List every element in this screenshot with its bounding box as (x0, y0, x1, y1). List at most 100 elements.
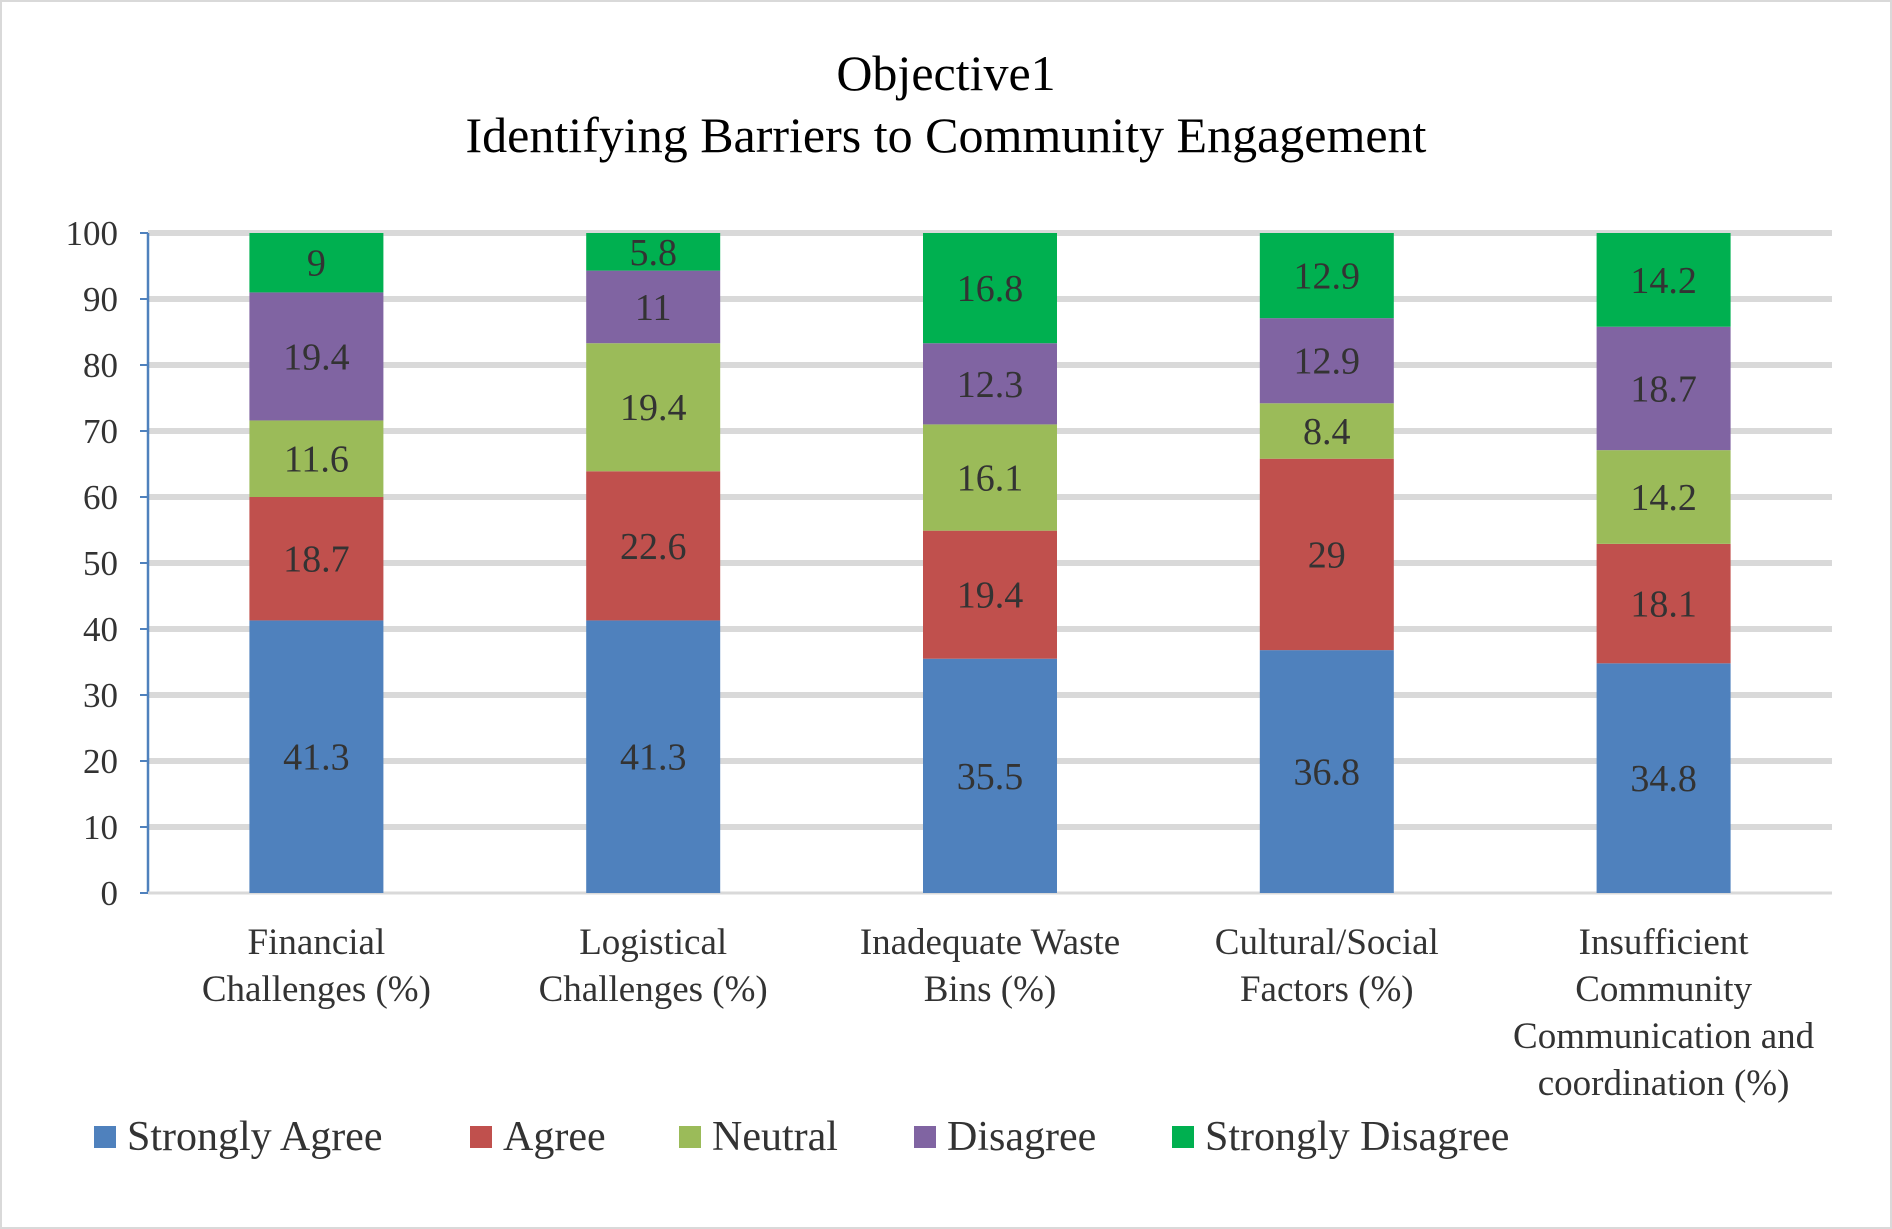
data-label: 16.1 (957, 458, 1024, 500)
x-category-label-line: Financial (248, 922, 386, 963)
x-category-label-line: Cultural/Social (1215, 922, 1439, 963)
bar-segment (923, 530, 1057, 659)
bar-segment (249, 497, 384, 621)
legend-label: Agree (503, 1114, 606, 1160)
data-label: 18.7 (1630, 368, 1697, 410)
data-label: 11.6 (284, 439, 349, 481)
bar-segment (586, 343, 721, 472)
x-category-label-line: coordination (%) (1538, 1063, 1790, 1104)
data-label: 34.8 (1630, 758, 1697, 800)
chart-subtitle: Identifying Barriers to Community Engage… (466, 107, 1427, 163)
legend-swatch (679, 1126, 701, 1148)
legend-swatch (1172, 1126, 1194, 1148)
data-label: 19.4 (957, 575, 1024, 617)
data-label: 18.1 (1630, 584, 1697, 626)
x-category-label-line: Challenges (%) (202, 969, 431, 1010)
bar-segment (923, 343, 1057, 425)
data-label: 14.2 (1630, 477, 1697, 519)
legend-label: Neutral (712, 1114, 838, 1160)
x-category-label: Cultural/Social Factors (%) (1215, 922, 1439, 1010)
bar-segment (923, 233, 1057, 344)
data-label: 12.9 (1294, 256, 1361, 298)
y-tick-label: 0 (101, 874, 119, 913)
legend-item: Strongly Disagree (1172, 1114, 1509, 1160)
data-label: 5.8 (629, 232, 677, 274)
bar-segment (1259, 318, 1394, 404)
bar-segment (1259, 458, 1394, 651)
y-tick-label: 50 (83, 544, 118, 583)
data-label: 8.4 (1303, 411, 1351, 453)
bar-segment (1596, 450, 1731, 544)
bar-segment (1596, 543, 1731, 664)
legend: Strongly Agree Agree Neutral Disagree Strong… (94, 1114, 1509, 1160)
bar-stacks: 41.3 18.7 11.6 19.4 9 41.3 22.6 19.4 11 5.8 35.5 19… (249, 232, 1731, 893)
bar-stack-0: 41.3 18.7 11.6 19.4 9 (249, 233, 384, 893)
bar-segment (249, 420, 384, 497)
y-tick-label: 10 (83, 808, 118, 847)
y-axis: 0 10 20 30 40 50 60 70 80 90 100 (66, 214, 1832, 913)
x-category-label-line: Inadequate Waste (860, 922, 1120, 963)
bar-segment (1259, 650, 1394, 893)
legend-swatch (94, 1126, 116, 1148)
bar-segment (923, 424, 1057, 531)
bar-stack-4: 34.8 18.1 14.2 18.7 14.2 (1596, 233, 1731, 893)
y-tick-label: 80 (83, 346, 118, 385)
bar-segment (1259, 233, 1394, 319)
legend-item: Agree (470, 1114, 606, 1160)
chart-title: Objective1 (836, 45, 1055, 101)
bar-segment (586, 471, 721, 621)
x-category-label: Logistical Challenges (%) (539, 922, 768, 1010)
data-label: 29 (1308, 534, 1346, 576)
legend-label: Strongly Disagree (1205, 1114, 1509, 1160)
y-tick-label: 40 (83, 610, 118, 649)
data-label: 22.6 (620, 526, 687, 568)
bar-segment (249, 233, 384, 293)
y-tick-label: 20 (83, 742, 118, 781)
x-category-label-line: Challenges (%) (539, 969, 768, 1010)
data-label: 19.4 (283, 336, 350, 378)
bar-segment (586, 233, 721, 271)
x-category-label: Financial Challenges (%) (202, 922, 431, 1010)
data-label: 36.8 (1294, 752, 1361, 794)
data-label: 19.4 (620, 387, 687, 429)
data-label: 12.9 (1294, 341, 1361, 383)
bar-segment (1596, 326, 1731, 451)
data-label: 11 (635, 287, 672, 329)
bar-segment (249, 620, 384, 893)
y-tick-label: 100 (66, 214, 119, 253)
bar-segment (1259, 403, 1394, 459)
bar-stack-3: 36.8 29 8.4 12.9 12.9 (1259, 233, 1394, 893)
x-category-label-line: Community (1575, 969, 1752, 1010)
x-category-label-line: Bins (%) (924, 969, 1057, 1010)
x-axis-labels: Financial Challenges (%) Logistical Challen… (202, 922, 1815, 1104)
data-label: 14.2 (1630, 260, 1697, 302)
legend-item: Disagree (914, 1114, 1096, 1160)
bar-segment (1596, 663, 1731, 893)
bar-segment (586, 620, 721, 893)
legend-swatch (914, 1126, 936, 1148)
legend-swatch (470, 1126, 492, 1148)
x-category-label: Insufficient Community Communication and co… (1513, 922, 1815, 1104)
x-category-label: Inadequate Waste Bins (%) (860, 922, 1120, 1010)
data-label: 9 (307, 243, 326, 285)
data-label: 16.8 (957, 268, 1024, 310)
data-label: 35.5 (957, 756, 1024, 798)
x-category-label-line: Insufficient (1579, 922, 1750, 963)
bar-stack-2: 35.5 19.4 16.1 12.3 16.8 (923, 233, 1057, 893)
legend-item: Neutral (679, 1114, 838, 1160)
y-tick-label: 60 (83, 478, 118, 517)
legend-item: Strongly Agree (94, 1114, 382, 1160)
y-tick-label: 90 (83, 280, 118, 319)
y-tick-label: 30 (83, 676, 118, 715)
bar-stack-1: 41.3 22.6 19.4 11 5.8 (586, 232, 721, 893)
data-label: 41.3 (620, 737, 687, 779)
y-tick-label: 70 (83, 412, 118, 451)
bar-segment (923, 658, 1057, 893)
x-category-label-line: Logistical (579, 922, 727, 963)
x-category-label-line: Factors (%) (1240, 969, 1414, 1010)
data-label: 18.7 (283, 539, 350, 581)
legend-label: Disagree (947, 1114, 1096, 1160)
bar-segment (1596, 233, 1731, 327)
